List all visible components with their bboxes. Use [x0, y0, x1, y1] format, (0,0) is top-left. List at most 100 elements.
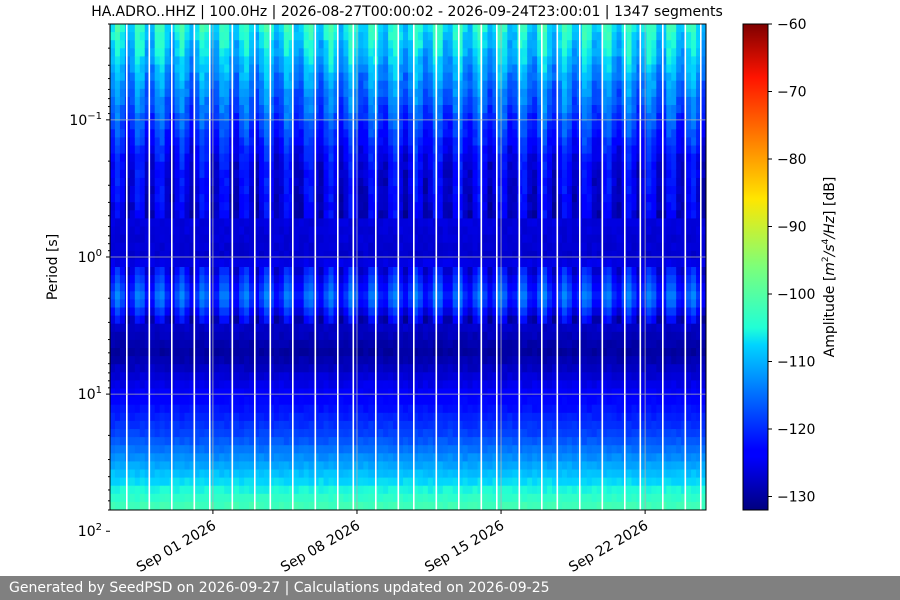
heatmap-cell: [249, 388, 255, 398]
heatmap-cell: [179, 364, 186, 373]
heatmap-cell: [234, 177, 240, 187]
heatmap-cell: [482, 348, 489, 357]
heatmap-cell: [363, 137, 369, 147]
heatmap-cell: [507, 372, 513, 381]
heatmap-cell: [412, 234, 419, 244]
heatmap-cell: [403, 501, 409, 510]
heatmap-cell: [358, 388, 364, 398]
heatmap-cell: [273, 388, 280, 398]
heatmap-cell: [522, 72, 528, 82]
heatmap-cell: [194, 323, 200, 333]
heatmap-cell: [239, 105, 245, 114]
heatmap-cell: [482, 64, 489, 74]
heatmap-cell: [497, 24, 503, 33]
heatmap-cell: [353, 113, 359, 122]
heatmap-cell: [194, 420, 200, 430]
heatmap-cell: [293, 72, 300, 82]
heatmap-cell: [318, 258, 325, 268]
heatmap-cell: [323, 412, 330, 422]
heatmap-cell: [442, 267, 449, 276]
heatmap-cell: [234, 113, 240, 122]
heatmap-cell: [159, 242, 166, 252]
heatmap-cell: [249, 40, 255, 49]
heatmap-cell: [358, 56, 364, 66]
heatmap-cell: [194, 64, 200, 74]
heatmap-cell: [452, 40, 459, 49]
heatmap-cell: [144, 348, 151, 357]
heatmap-cell: [318, 453, 325, 462]
heatmap-cell: [288, 299, 295, 309]
heatmap-cell: [378, 137, 384, 147]
heatmap-cell: [497, 226, 503, 236]
heatmap-cell: [462, 88, 469, 98]
heatmap-cell: [398, 331, 404, 341]
heatmap-cell: [323, 420, 330, 430]
heatmap-cell: [393, 364, 399, 373]
heatmap-cell: [338, 339, 345, 349]
heatmap-cell: [268, 461, 275, 471]
heatmap-cell: [219, 275, 225, 284]
heatmap-cell: [472, 64, 479, 74]
heatmap-cell: [462, 121, 469, 130]
heatmap-cell: [353, 129, 359, 138]
heatmap-cell: [403, 153, 409, 163]
heatmap-cell: [507, 105, 513, 114]
heatmap-cell: [417, 461, 424, 471]
heatmap-cell: [224, 380, 230, 390]
heatmap-cell: [110, 169, 116, 179]
heatmap-cell: [467, 348, 474, 357]
heatmap-cell: [134, 24, 141, 33]
heatmap-cell: [477, 218, 484, 228]
heatmap-cell: [482, 48, 489, 57]
heatmap-cell: [278, 469, 285, 479]
heatmap-cell: [492, 388, 498, 398]
heatmap-cell: [408, 331, 414, 341]
heatmap-cell: [303, 477, 310, 487]
heatmap-cell: [124, 121, 131, 130]
heatmap-cell: [442, 88, 449, 98]
heatmap-cell: [273, 88, 280, 98]
heatmap-cell: [199, 169, 205, 179]
heatmap-cell: [492, 194, 498, 203]
heatmap-cell: [472, 24, 479, 33]
heatmap-cell: [199, 72, 205, 82]
heatmap-cell: [174, 242, 181, 252]
heatmap-cell: [174, 267, 181, 276]
heatmap-cell: [378, 226, 384, 236]
heatmap-cell: [249, 485, 255, 495]
heatmap-cell: [263, 194, 270, 203]
heatmap-cell: [268, 437, 275, 446]
heatmap-cell: [462, 202, 469, 211]
heatmap-cell: [437, 283, 444, 292]
heatmap-cell: [333, 356, 340, 365]
heatmap-cell: [119, 323, 126, 333]
heatmap-cell: [174, 226, 181, 236]
heatmap-cell: [303, 24, 310, 33]
heatmap-cell: [353, 56, 359, 66]
heatmap-cell: [417, 137, 424, 147]
heatmap-cell: [268, 202, 275, 211]
heatmap-cell: [144, 56, 151, 66]
heatmap-cell: [462, 64, 469, 74]
heatmap-cell: [224, 88, 230, 98]
heatmap-cell: [164, 226, 171, 236]
heatmap-cell: [338, 404, 345, 414]
heatmap-cell: [254, 48, 260, 57]
heatmap-cell: [487, 307, 494, 317]
heatmap-cell: [288, 307, 295, 317]
heatmap-cell: [417, 80, 424, 90]
heatmap-cell: [239, 283, 245, 292]
heatmap-cell: [164, 48, 171, 57]
heatmap-cell: [174, 275, 181, 284]
heatmap-cell: [472, 339, 479, 349]
heatmap-cell: [378, 72, 384, 82]
heatmap-cell: [268, 218, 275, 228]
heatmap-cell: [114, 80, 121, 90]
heatmap-cell: [512, 137, 518, 147]
heatmap-cell: [114, 364, 121, 373]
heatmap-cell: [398, 96, 404, 106]
heatmap-cell: [452, 210, 459, 219]
heatmap-cell: [174, 445, 181, 454]
heatmap-cell: [507, 420, 513, 430]
heatmap-cell: [398, 153, 404, 163]
